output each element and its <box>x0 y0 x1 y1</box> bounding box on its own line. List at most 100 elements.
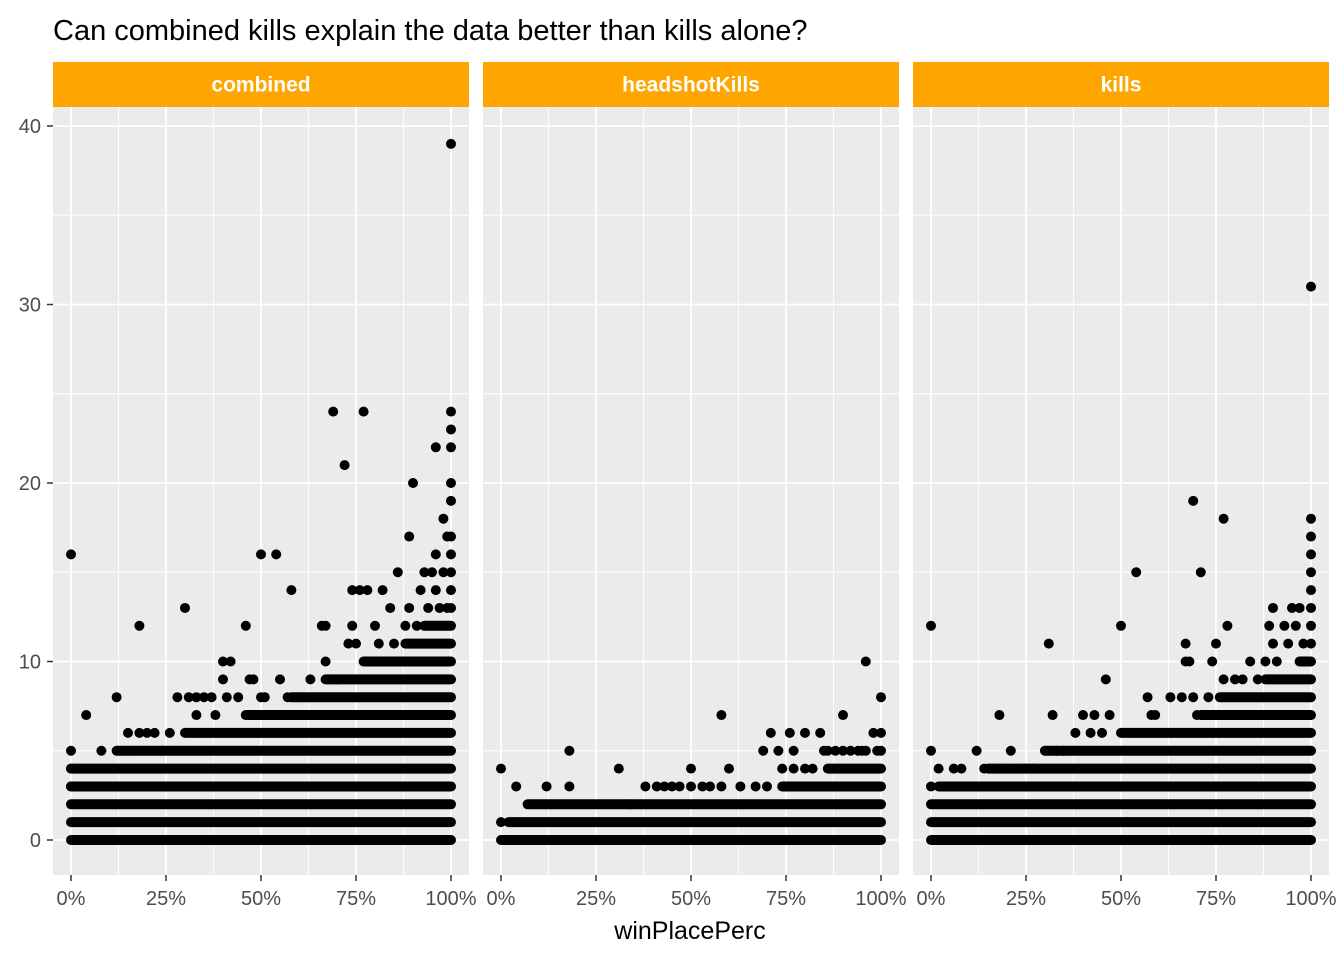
data-point <box>1268 602 1278 613</box>
data-point <box>446 442 456 453</box>
data-point <box>339 460 350 471</box>
data-point <box>1306 602 1316 613</box>
data-point <box>134 727 145 738</box>
data-point <box>1268 638 1278 649</box>
data-point <box>358 406 369 417</box>
strip-label: combined <box>211 74 310 97</box>
data-point <box>446 478 456 488</box>
data-point <box>408 638 418 649</box>
y-tick-label: 40 <box>19 116 41 138</box>
x-tick-label: 25% <box>146 888 186 910</box>
data-point <box>1283 638 1294 649</box>
y-tick-label: 0 <box>30 830 41 852</box>
data-point <box>446 602 456 613</box>
data-point <box>286 585 297 596</box>
data-point <box>415 585 426 596</box>
data-point <box>686 763 696 774</box>
data-point <box>218 674 228 685</box>
data-point <box>1188 495 1199 506</box>
data-point <box>1104 710 1115 721</box>
data-point <box>218 656 228 667</box>
data-point <box>1116 620 1126 631</box>
data-point <box>964 781 974 792</box>
data-point <box>613 763 624 774</box>
data-point <box>1271 656 1282 667</box>
data-point <box>1222 620 1233 631</box>
data-point <box>496 817 506 828</box>
data-point <box>377 585 388 596</box>
data-point <box>640 781 651 792</box>
data-point <box>674 781 685 792</box>
data-point <box>1207 656 1218 667</box>
data-point <box>354 585 365 596</box>
strip-label: kills <box>1101 74 1142 97</box>
data-point <box>1306 567 1316 578</box>
data-point <box>948 763 959 774</box>
data-point <box>408 478 418 488</box>
data-point <box>1165 692 1176 703</box>
data-point <box>225 656 236 667</box>
data-point <box>66 745 76 756</box>
data-point <box>404 602 415 613</box>
data-point <box>221 692 232 703</box>
data-point <box>1184 656 1195 667</box>
data-point <box>773 745 784 756</box>
data-point <box>1298 638 1309 649</box>
data-point <box>1245 656 1256 667</box>
data-point <box>1252 674 1263 685</box>
data-point <box>320 620 331 631</box>
data-point <box>788 763 799 774</box>
data-point <box>446 424 456 435</box>
data-point <box>1142 692 1153 703</box>
x-tick-label: 25% <box>1006 888 1046 910</box>
data-point <box>1013 763 1024 774</box>
data-point <box>1260 656 1271 667</box>
data-point <box>1203 692 1214 703</box>
data-point <box>788 745 799 756</box>
data-point <box>564 781 575 792</box>
data-point <box>1100 674 1111 685</box>
data-point <box>347 585 358 596</box>
data-point <box>1195 567 1206 578</box>
strip-label: headshotKills <box>622 74 760 97</box>
data-point <box>1005 745 1016 756</box>
data-point <box>933 763 944 774</box>
data-point <box>1279 620 1290 631</box>
data-point <box>1176 692 1187 703</box>
panels: combined 0% 25% 50% 75% 100% headshotKills 0% 25… <box>53 62 1337 910</box>
data-point <box>1290 620 1301 631</box>
data-point <box>332 674 342 685</box>
data-point <box>423 602 434 613</box>
data-point <box>1150 710 1161 721</box>
data-point <box>385 602 396 613</box>
data-point <box>941 781 952 792</box>
data-point <box>256 549 266 560</box>
data-point <box>446 138 456 149</box>
x-tick-label: 50% <box>671 888 711 910</box>
data-point <box>762 781 772 792</box>
data-point <box>81 710 92 721</box>
data-point <box>1051 745 1062 756</box>
data-point <box>1089 710 1100 721</box>
data-point <box>240 620 251 631</box>
data-point <box>956 763 967 774</box>
data-point <box>735 781 746 792</box>
data-point <box>1070 727 1081 738</box>
data-point <box>511 781 522 792</box>
data-point <box>1218 674 1229 685</box>
data-point <box>800 727 810 738</box>
data-point <box>1306 531 1316 542</box>
data-point <box>427 567 437 578</box>
data-point <box>564 745 575 756</box>
panel-headshotKills: headshotKills 0% 25% 50% 75% 100% <box>483 62 907 910</box>
data-point <box>860 656 871 667</box>
data-point <box>328 406 339 417</box>
data-point <box>248 674 259 685</box>
y-tick-label: 20 <box>19 473 41 495</box>
data-point <box>134 620 145 631</box>
data-point <box>446 495 456 506</box>
data-point <box>446 549 456 560</box>
data-point <box>183 692 194 703</box>
data-point <box>784 727 795 738</box>
data-point <box>876 692 886 703</box>
